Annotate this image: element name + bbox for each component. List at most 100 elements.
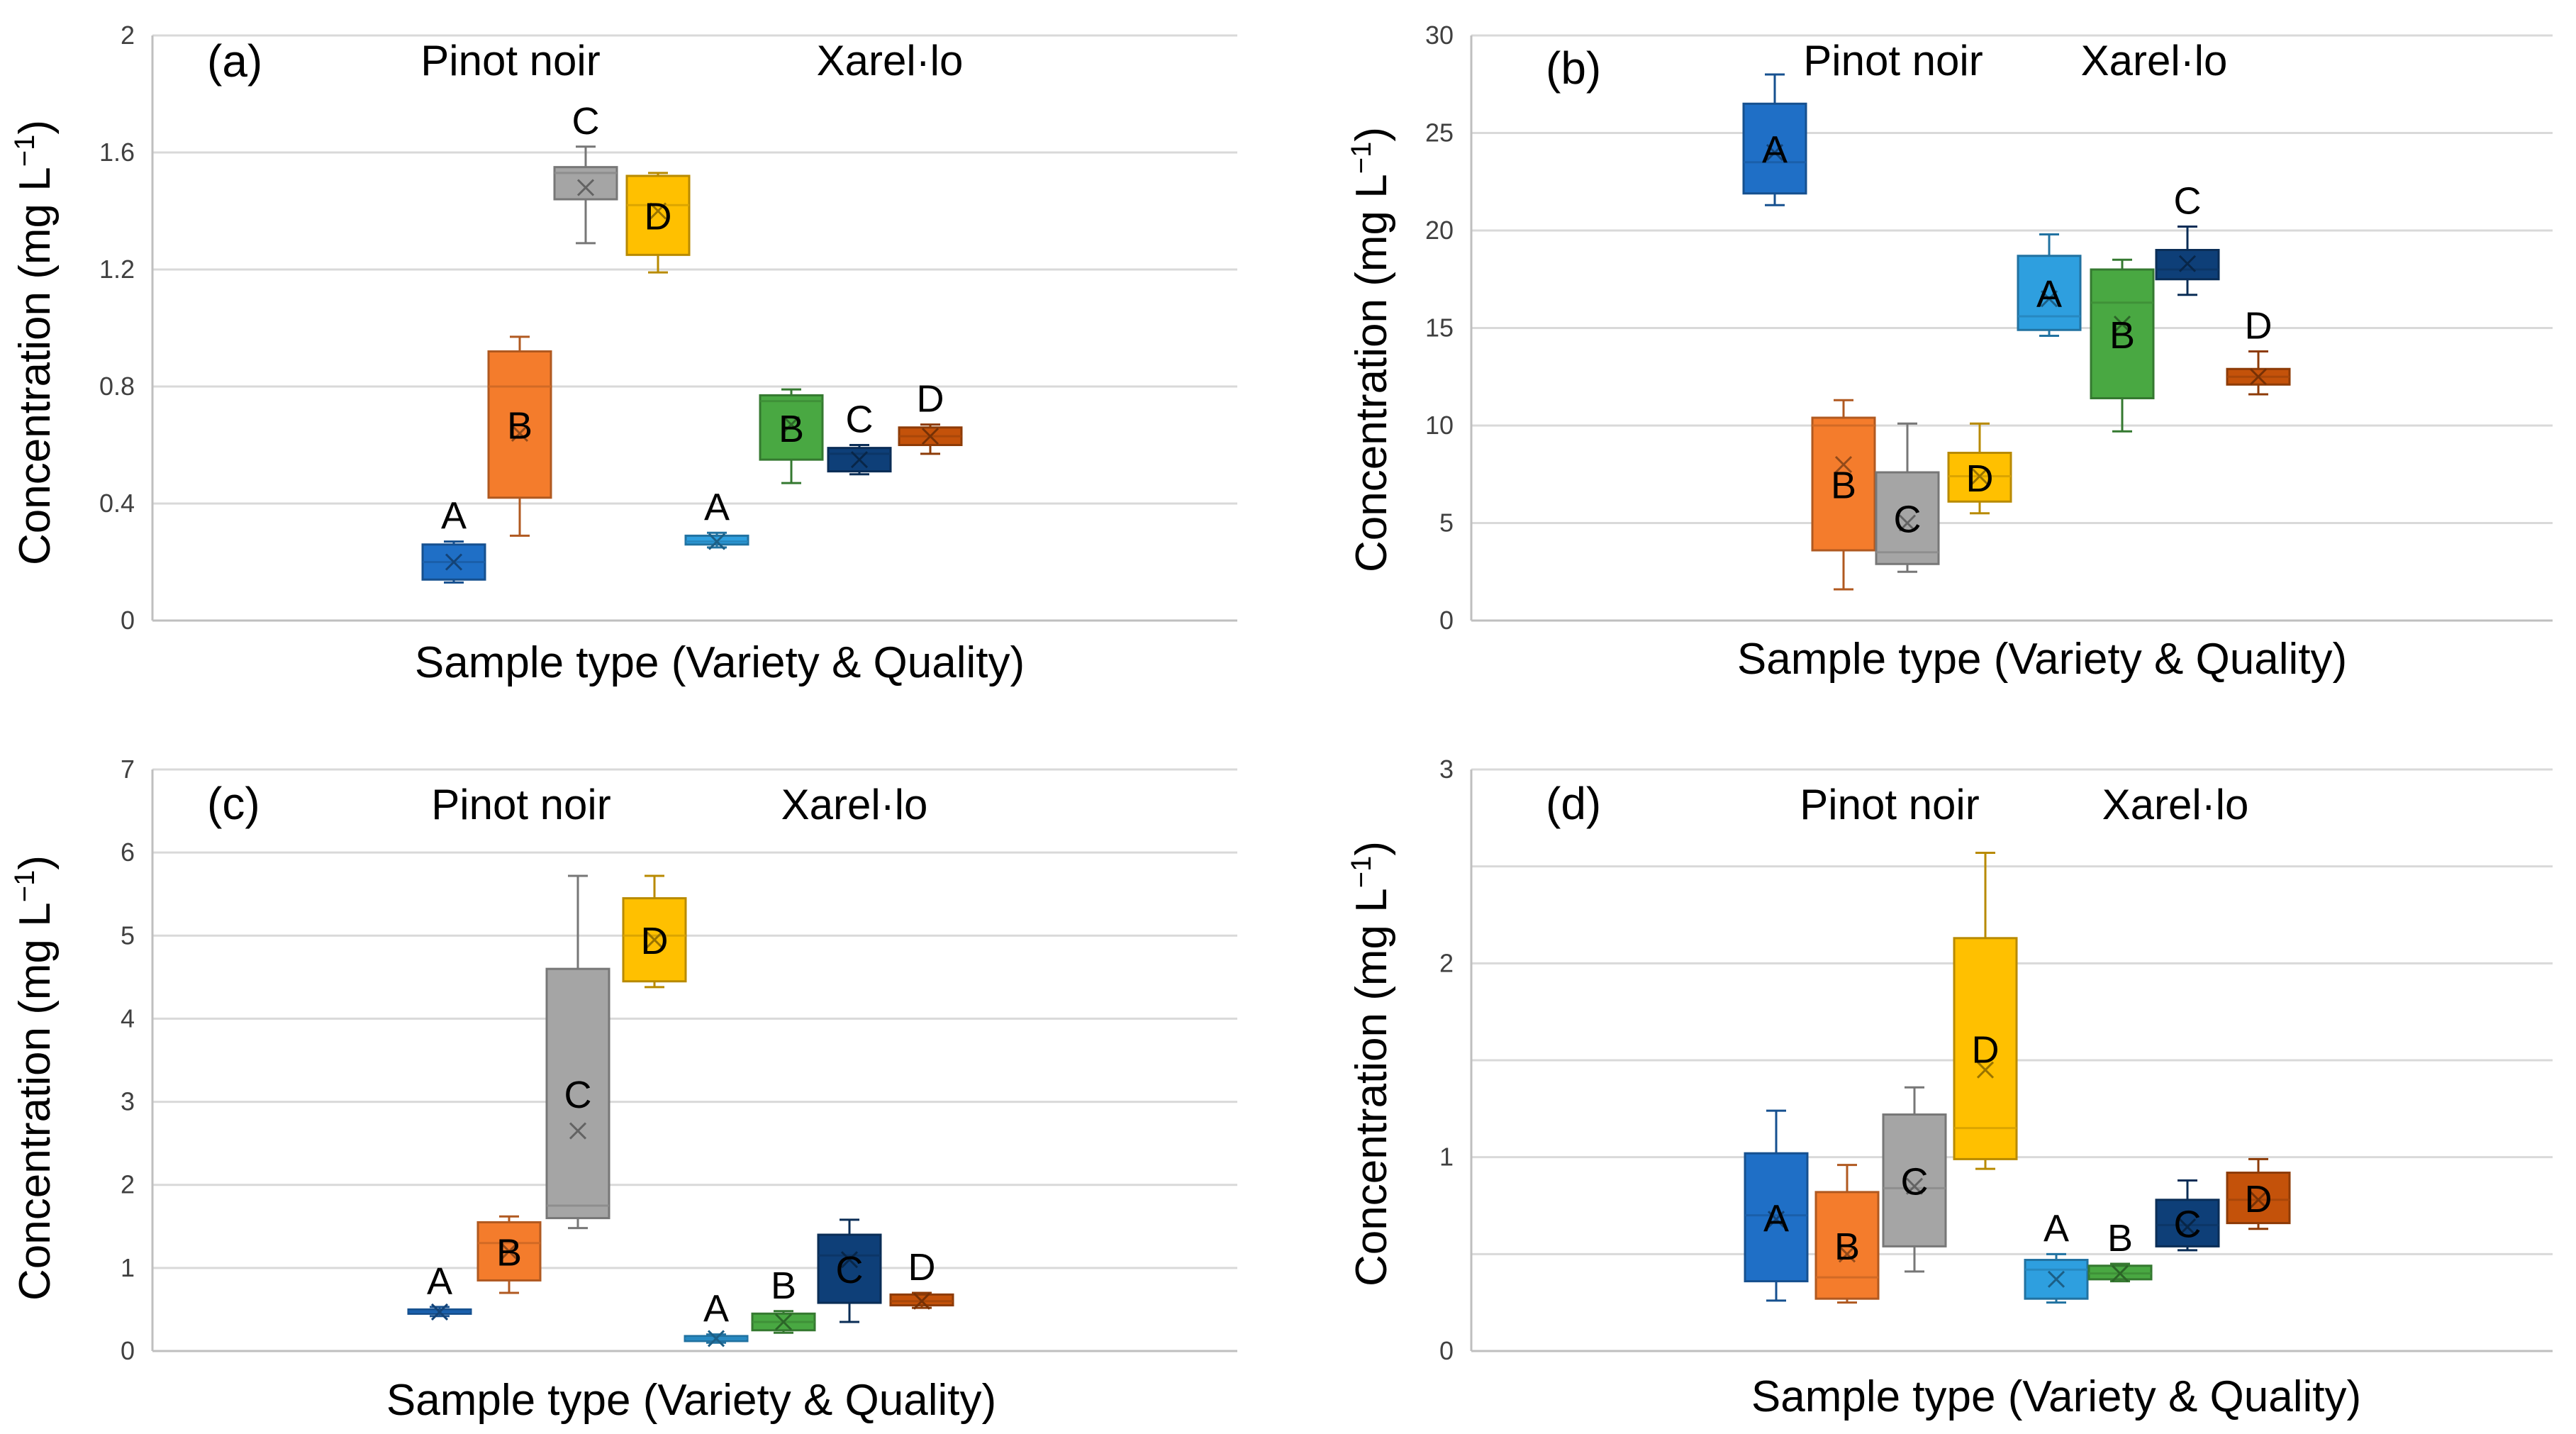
y-tick-label: 0 (1439, 1336, 1454, 1365)
quality-label: D (645, 196, 672, 238)
mean-marker (1970, 467, 1989, 485)
mean-marker (782, 416, 801, 433)
mean-marker (576, 179, 595, 196)
x-axis-title: Sample type (Variety & Quality) (386, 1376, 996, 1425)
y-tick-label: 1 (121, 1253, 135, 1282)
box-group-C-xarello: C (2155, 1179, 2220, 1252)
mean-marker (1976, 1061, 1995, 1079)
panel-letter: (d) (1546, 778, 1601, 829)
y-tick-label: 5 (121, 921, 135, 950)
box-group-C-pinot-noir: C (1882, 1086, 1947, 1273)
y-axis-title: Concentration (mg L−1) (1346, 841, 1396, 1286)
quality-label: A (704, 486, 730, 528)
chart-panel-1: 0 5 10 15 20 25 30 (b) Pinot noir Xarel·lo Sample … (1346, 21, 2553, 684)
box-group-C-xarello: C (817, 1218, 882, 1323)
variety-label-pinot-noir: Pinot noir (420, 37, 600, 84)
y-tick-label: 20 (1425, 216, 1454, 245)
mean-marker (1766, 143, 1784, 162)
mean-marker (2249, 368, 2268, 386)
quality-label: C (564, 1074, 592, 1116)
mean-marker (2111, 1265, 2129, 1282)
mean-marker (1898, 514, 1917, 532)
y-axis-title-text: Concentration (mg L (11, 167, 60, 565)
box-group-B-xarello: B (751, 1265, 816, 1334)
box-body (1875, 471, 1940, 565)
box-group-B-xarello: B (2087, 1217, 2153, 1283)
variety-label-xarello: Xarel·lo (817, 37, 964, 84)
box-body (2226, 1172, 2291, 1225)
y-tick-label: 0 (1439, 606, 1454, 635)
quality-label: A (1763, 1197, 1789, 1240)
box-body (2090, 268, 2155, 399)
quality-label: B (1834, 1225, 1860, 1268)
mean-marker (511, 424, 529, 443)
quality-label: C (1894, 499, 1922, 541)
mean-marker (850, 451, 869, 469)
mean-marker (2178, 255, 2197, 272)
y-tick-label: 0 (121, 1336, 135, 1365)
y-tick-label: 0.8 (99, 372, 135, 401)
chart-panel-3: 0 1 2 3 (d) Pinot noir Xarel·lo Sample type (Va… (1346, 755, 2553, 1421)
box-group-D-xarello: D (2226, 1157, 2291, 1230)
y-axis-title-text: Concentration (mg L (1347, 888, 1396, 1286)
y-tick-label: 10 (1425, 411, 1454, 440)
y-tick-label: 4 (121, 1004, 135, 1033)
y-axis-title-superscript: −1 (9, 870, 40, 903)
y-tick-label: 30 (1425, 21, 1454, 50)
box-group-D-pinot-noir: D (622, 874, 687, 989)
chart-panel-0: 0 0.4 0.8 1.2 1.6 2 (a) Pinot noir Xarel·lo Sampl… (9, 21, 1237, 687)
variety-label-xarello: Xarel·lo (2102, 781, 2249, 828)
quality-label: B (779, 408, 804, 450)
y-axis-title: Concentration (mg L−1) (9, 120, 60, 565)
mean-marker (1905, 1177, 1924, 1195)
mean-marker (445, 553, 463, 571)
box-group-A-xarello: A (684, 1288, 749, 1347)
box-body (625, 174, 691, 256)
box-group-B-xarello: B (2090, 258, 2155, 433)
quality-label: D (1966, 457, 1994, 500)
quality-label: A (703, 1288, 729, 1330)
mean-marker (569, 1122, 587, 1140)
quality-label: B (496, 1231, 522, 1274)
quality-label: C (572, 100, 600, 143)
box-group-D-xarello: D (2226, 305, 2291, 396)
mean-marker (1767, 1211, 1785, 1228)
quality-label: A (1762, 129, 1788, 172)
quality-label: C (836, 1249, 864, 1291)
quality-label: A (427, 1260, 452, 1303)
y-tick-label: 1.2 (99, 255, 135, 284)
box-group-D-pinot-noir: D (1953, 852, 2018, 1170)
quality-label: B (771, 1265, 796, 1307)
box-group-D-xarello: D (898, 378, 963, 455)
mean-marker (774, 1313, 793, 1331)
y-tick-label: 25 (1425, 118, 1454, 148)
quality-label: C (1901, 1160, 1929, 1203)
y-axis-title: Concentration (mg L−1) (1346, 127, 1396, 572)
box-body (545, 967, 610, 1220)
mean-marker (921, 428, 939, 445)
box-group-A-xarello: A (2017, 233, 2082, 337)
quality-label: D (2245, 305, 2273, 348)
quality-label: B (2109, 314, 2135, 357)
box-body (1811, 416, 1876, 552)
box-group-B-pinot-noir: B (476, 1215, 542, 1294)
panel-letter: (b) (1546, 43, 1601, 94)
y-tick-label: 0 (121, 606, 135, 635)
y-axis-title-superscript: −1 (1346, 142, 1377, 174)
y-axis-title-close: ) (1347, 841, 1396, 856)
mean-marker (2249, 1191, 2268, 1208)
quality-label: D (1972, 1029, 2000, 1072)
box-group-A-pinot-noir: A (407, 1260, 472, 1321)
mean-marker (840, 1251, 859, 1269)
box-group-C-pinot-noir: C (545, 874, 610, 1230)
y-tick-label: 3 (1439, 755, 1454, 784)
mean-marker (2113, 315, 2131, 333)
quality-label: B (507, 405, 533, 448)
mean-marker (649, 202, 667, 220)
mean-marker (645, 931, 664, 949)
box-group-A-pinot-noir: A (421, 495, 486, 584)
panel-letter: (c) (207, 778, 260, 829)
x-axis-title: Sample type (Variety & Quality) (1751, 1372, 2361, 1421)
box-group-D-pinot-noir: D (625, 172, 691, 274)
